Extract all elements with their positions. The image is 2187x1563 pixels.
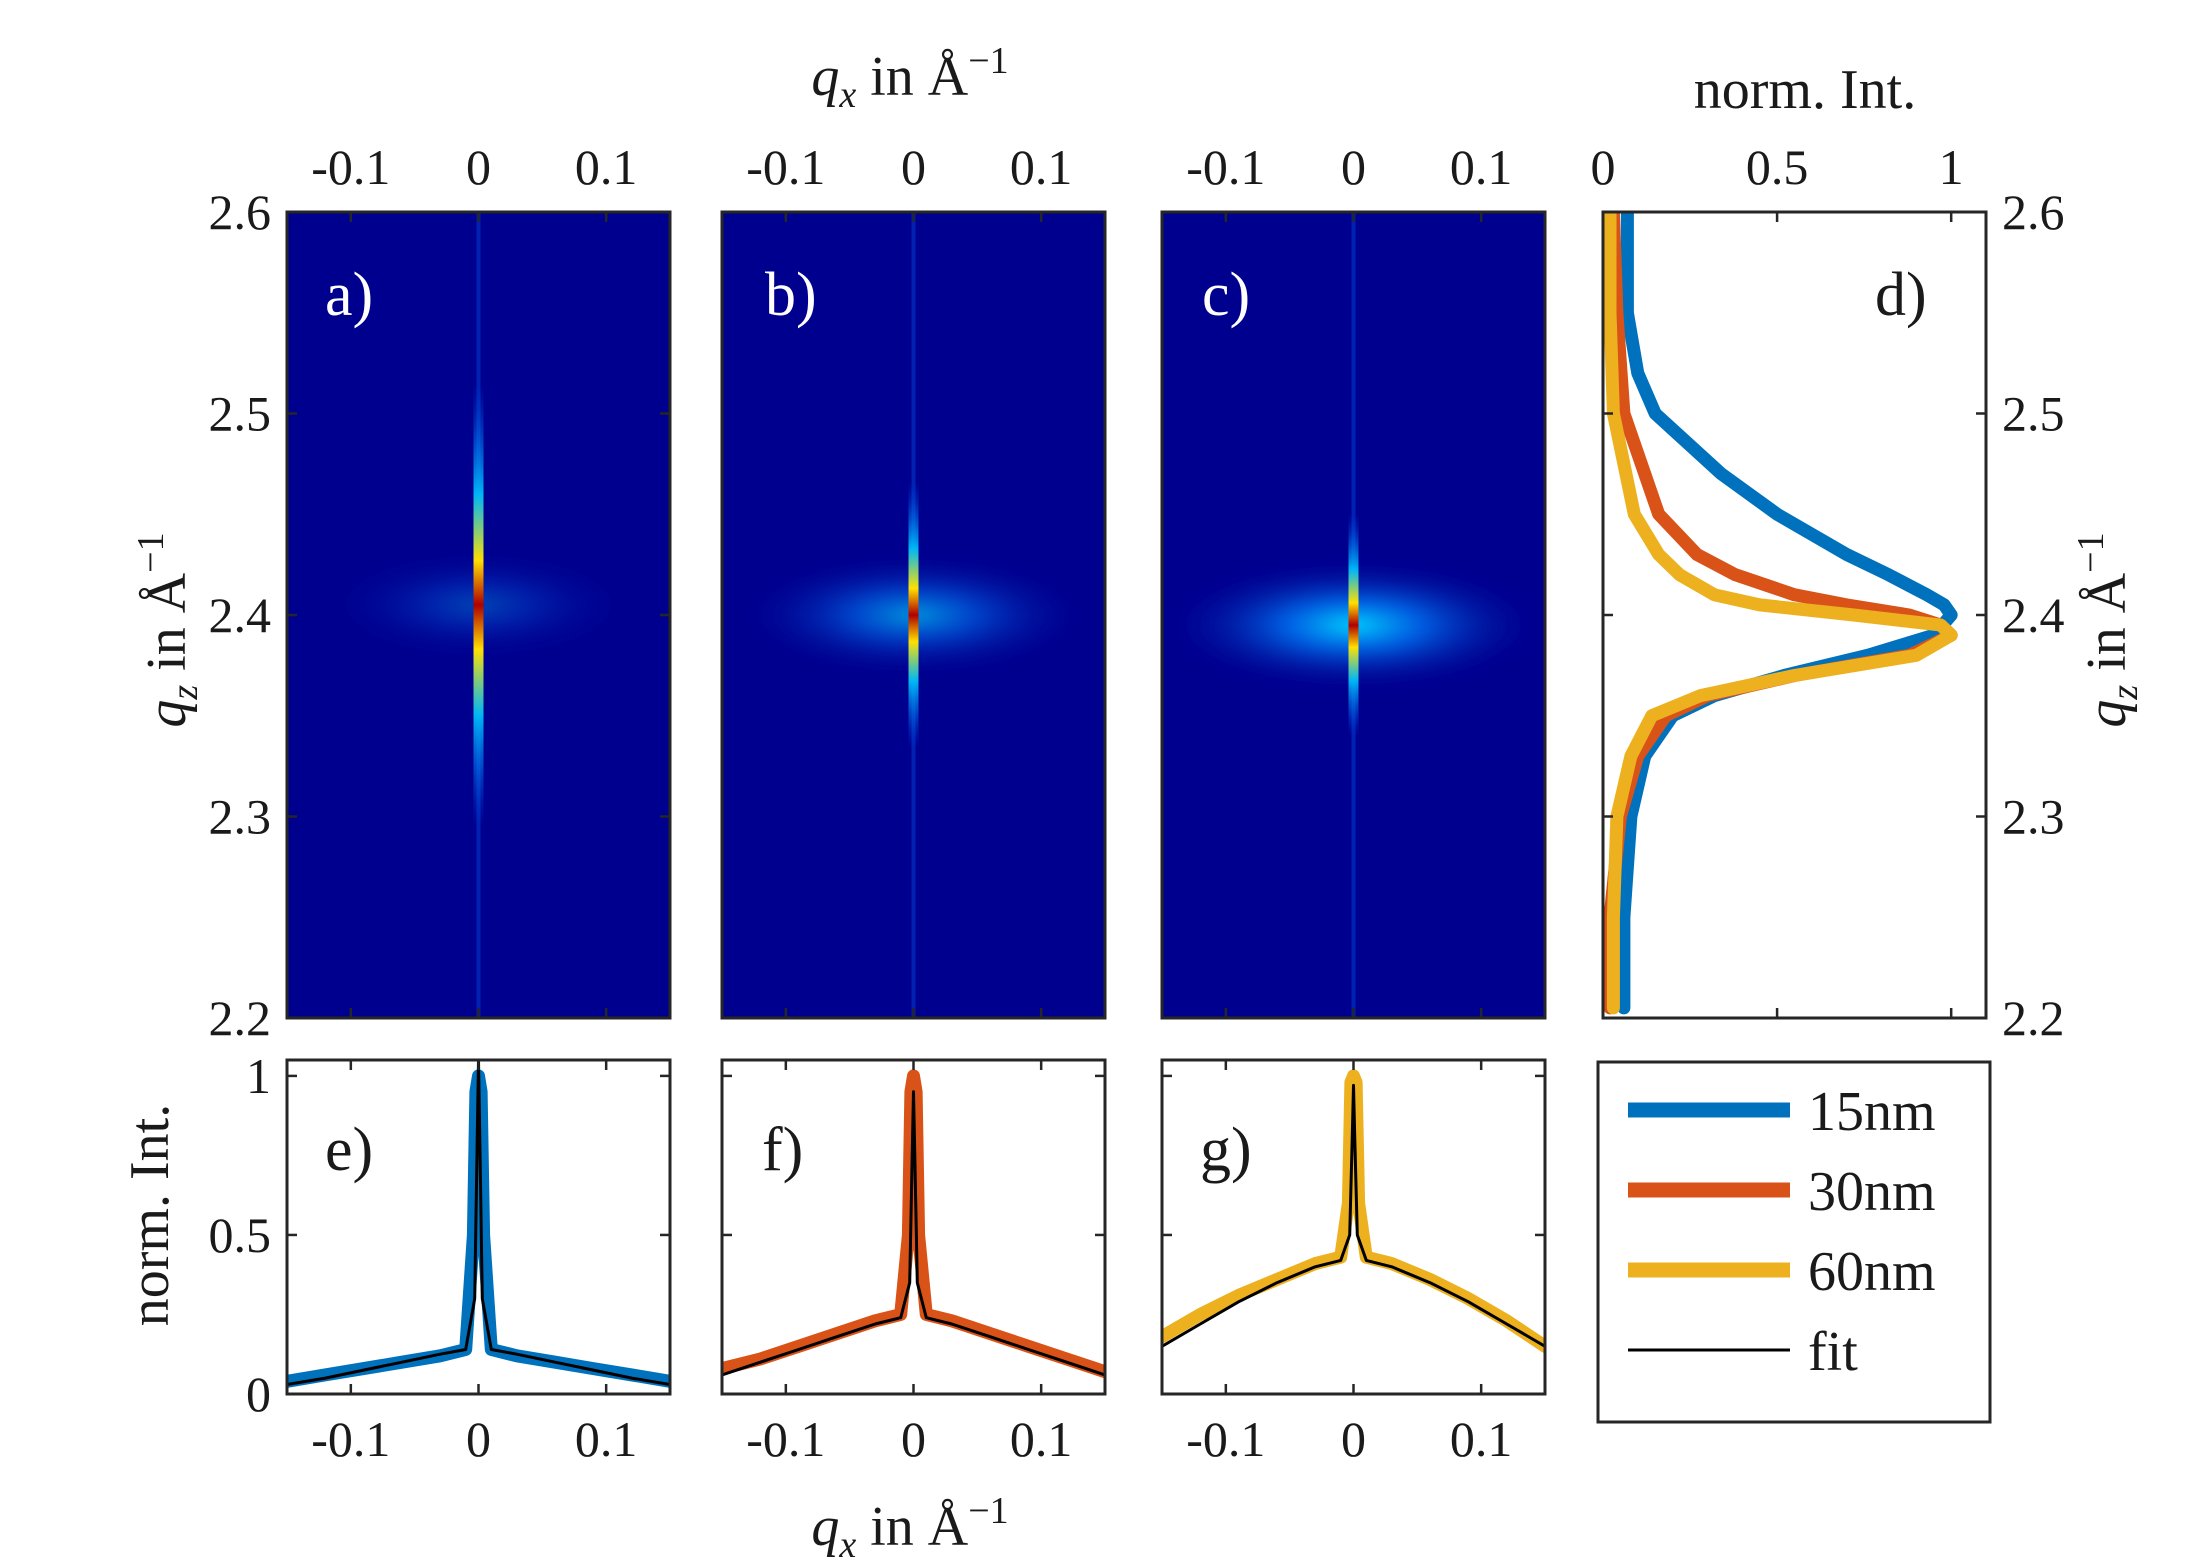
- x-tick-label: -0.1: [311, 139, 390, 195]
- qx-label-bottom-text: qx in Å−1: [811, 1490, 1008, 1563]
- x-tick-label: 1: [1939, 139, 1964, 195]
- y-tick-label: 0.5: [209, 1207, 272, 1263]
- x-tick-label: 0: [1341, 1411, 1366, 1467]
- x-tick-label: 0: [1341, 139, 1366, 195]
- y-tick-label: 2.2: [2002, 990, 2065, 1046]
- plot-lines: [1162, 1069, 1545, 1353]
- plot-lines: [1603, 212, 1958, 1015]
- y-tick-label: 1: [246, 1048, 271, 1104]
- x-tick-label: -0.1: [1186, 1411, 1265, 1467]
- heatmap-content: [324, 212, 633, 1018]
- panel-label: e): [325, 1116, 373, 1184]
- panel-f: -0.1 0 0.1 f): [720, 1058, 1107, 1467]
- series-line-60nm: [1603, 212, 1958, 1015]
- panel-label: b): [765, 261, 817, 329]
- qx-label-bottom: qx in Å−1: [811, 1490, 1008, 1563]
- x-tick-label: 0.1: [1450, 1411, 1513, 1467]
- panel-e: -0.1 0 0.1 0 0.5 1 e): [209, 1048, 672, 1467]
- legend-box: [1596, 1060, 1992, 1424]
- panel-b: -0.1 0 0.1 b): [720, 139, 1107, 1020]
- x-tick-label: 0: [901, 139, 926, 195]
- y-tick-label: 2.2: [209, 990, 272, 1046]
- x-tick-label: 0.1: [575, 1411, 638, 1467]
- y-tick-label: 2.4: [2002, 587, 2065, 643]
- y-tick-label: 2.6: [209, 184, 272, 240]
- panel-label: c): [1202, 261, 1250, 329]
- y-tick-label: 2.5: [209, 386, 272, 442]
- norm-label-left: norm. Int.: [119, 1104, 181, 1326]
- heatmap-content: [1162, 212, 1545, 1018]
- x-tick-label: -0.1: [311, 1411, 390, 1467]
- x-tick-label: -0.1: [1186, 139, 1265, 195]
- x-tick-label: 0.5: [1746, 139, 1809, 195]
- legend: 15nm 30nm 60nm fit: [1596, 1060, 1992, 1424]
- panel-label: g): [1200, 1116, 1252, 1184]
- panels: -0.1 0 0.1 2.2 2.3 2.4 2.5 2.6 a) -0.1 0 0.1 b) -0.1 0…: [209, 139, 2065, 1467]
- qz-label-right: qz in Å−1: [2070, 532, 2146, 727]
- x-tick-label: 0.1: [575, 139, 638, 195]
- qz-label-left-text: qz in Å−1: [130, 532, 206, 727]
- qz-label-left: qz in Å−1: [130, 532, 206, 727]
- x-tick-label: -0.1: [746, 139, 825, 195]
- x-tick-label: 0.1: [1010, 139, 1073, 195]
- legend-label: 15nm: [1808, 1081, 1936, 1143]
- y-tick-label: 2.3: [209, 789, 272, 845]
- plot-lines: [722, 1069, 1105, 1379]
- y-tick-label: 2.3: [2002, 789, 2065, 845]
- panel-a: -0.1 0 0.1 2.2 2.3 2.4 2.5 2.6 a): [209, 139, 672, 1046]
- y-tick-label: 2.5: [2002, 386, 2065, 442]
- y-tick-label: 2.6: [2002, 184, 2065, 240]
- y-tick-label: 2.4: [209, 587, 272, 643]
- panel-g: -0.1 0 0.1 g): [1160, 1058, 1547, 1467]
- x-tick-label: 0: [1591, 139, 1616, 195]
- x-tick-label: 0.1: [1450, 139, 1513, 195]
- panel-c: -0.1 0 0.1 c): [1160, 139, 1547, 1020]
- heatmap-content: [736, 212, 1091, 1018]
- series-line-fit: [1162, 1083, 1545, 1348]
- panel-label: a): [325, 261, 373, 329]
- qz-label-right-text: qz in Å−1: [2070, 532, 2146, 727]
- panel-label: d): [1875, 261, 1927, 329]
- x-tick-label: 0: [466, 139, 491, 195]
- bragg-peak-streak: [908, 482, 919, 748]
- panel-d: 0 0.5 1 2.2 2.3 2.4 2.5 2.6 d): [1591, 139, 2065, 1046]
- legend-label: 60nm: [1808, 1241, 1936, 1303]
- qx-label-top-text: qx in Å−1: [811, 40, 1008, 116]
- panel-label: f): [762, 1116, 803, 1184]
- legend-label: 30nm: [1808, 1161, 1936, 1223]
- series-line-fit: [287, 1060, 670, 1386]
- x-tick-label: -0.1: [746, 1411, 825, 1467]
- x-tick-label: 0.1: [1010, 1411, 1073, 1467]
- series-line-30nm: [722, 1069, 1105, 1379]
- norm-label-left-text: norm. Int.: [119, 1104, 181, 1326]
- norm-label-top: norm. Int.: [1694, 59, 1916, 121]
- legend-label: fit: [1808, 1321, 1858, 1383]
- series-line-fit: [722, 1090, 1105, 1377]
- plot-lines: [287, 1060, 670, 1388]
- x-tick-label: 0: [901, 1411, 926, 1467]
- series-line-60nm: [1162, 1069, 1545, 1353]
- y-tick-label: 0: [246, 1366, 271, 1422]
- x-tick-label: 0: [466, 1411, 491, 1467]
- bragg-peak-streak: [473, 383, 484, 827]
- qx-label-top: qx in Å−1: [811, 40, 1008, 116]
- bragg-peak-streak: [1348, 514, 1359, 736]
